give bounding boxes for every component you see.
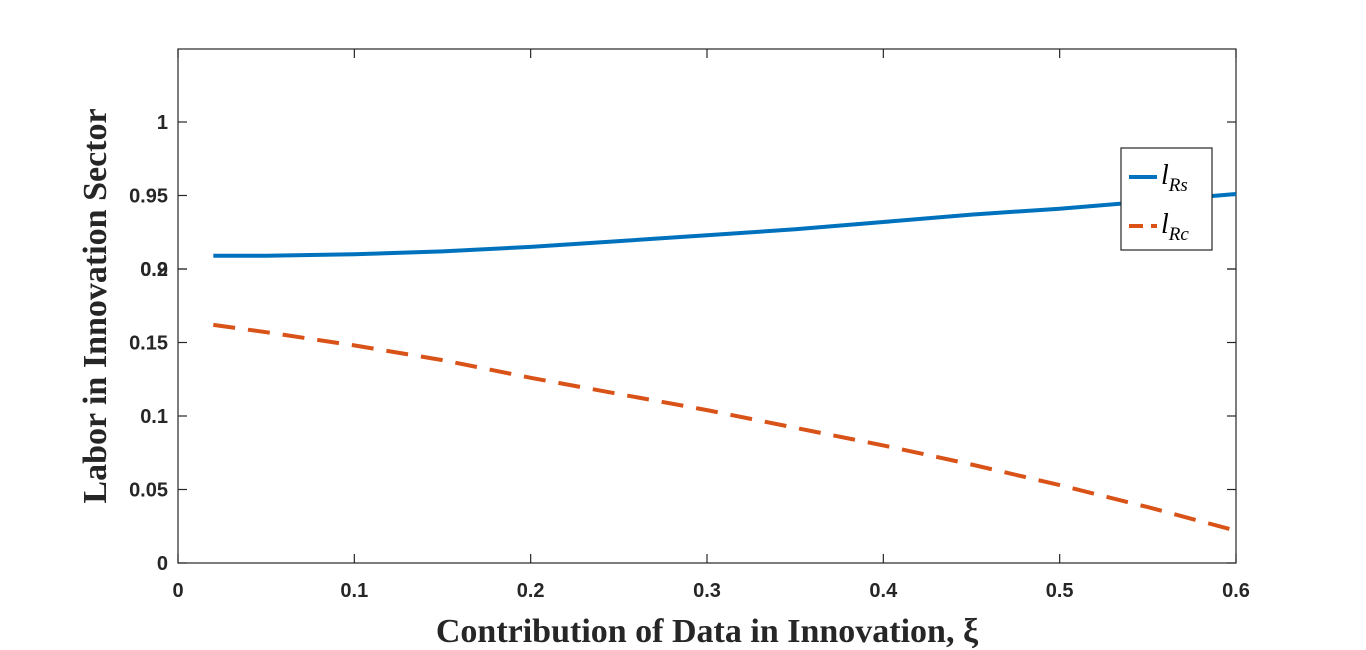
y-tick-label: 0.05 [129, 480, 168, 502]
legend-label-rc: lRc [1161, 209, 1189, 245]
legend-label-rs: lRs [1161, 160, 1188, 196]
x-tick-label: 0.6 [1222, 580, 1250, 602]
y-tick-label: 0 [157, 553, 168, 575]
legend: lRs lRc [1120, 147, 1213, 251]
x-axis-title: Contribution of Data in Innovation, ξ [436, 613, 979, 650]
y-tick-label: 1 [157, 112, 168, 134]
series-line-rs [213, 192, 1237, 258]
x-tick-label: 0.2 [517, 580, 545, 602]
y-axis-title: Labor in Innovation Sector [77, 108, 114, 503]
y-ticks: 0 0.05 0.1 0.15 0.20.9 0.95 1 [129, 112, 1236, 575]
x-tick-label: 0 [172, 580, 183, 602]
y-tick-label: 0.95 [129, 186, 168, 208]
x-tick-label: 0.3 [693, 580, 721, 602]
plot-area [177, 48, 1237, 564]
x-ticks: 0 0.1 0.2 0.3 0.4 0.5 0.6 [172, 49, 1250, 602]
y-tick-label: 0.2 [140, 259, 168, 281]
x-tick-label: 0.5 [1046, 580, 1074, 602]
x-tick-label: 0.1 [340, 580, 368, 602]
series-line-rc [213, 322, 1237, 533]
y-tick-label: 0.1 [140, 406, 168, 428]
x-tick-label: 0.4 [869, 580, 898, 602]
series-group [213, 192, 1237, 533]
y-tick-label: 0.9 [140, 259, 168, 281]
legend-box [1120, 147, 1213, 251]
y-tick-label: 0.15 [129, 333, 168, 355]
